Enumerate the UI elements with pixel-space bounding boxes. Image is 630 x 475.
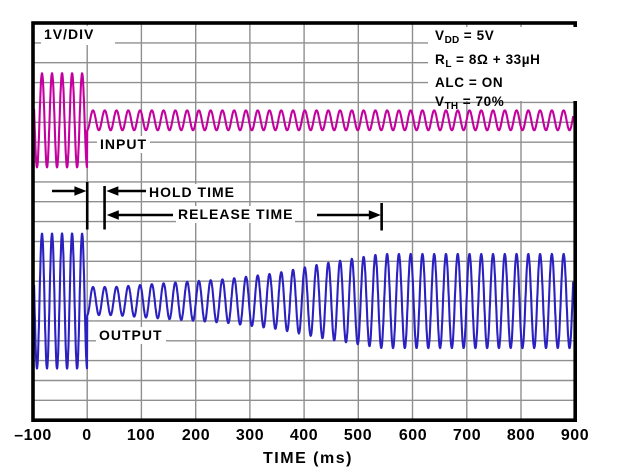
x-tick-label: 200 [181,427,211,444]
release-left-arrowhead [106,210,119,220]
x-tick-label: 300 [235,427,265,444]
input-waveform [33,72,575,169]
x-tick-label: –100 [14,427,52,444]
release-right-arrowhead [368,210,381,220]
output-waveform [33,232,575,370]
x-tick-label: 900 [560,427,590,444]
hold-right-arrowhead [106,186,119,196]
condition-line: ALC = ON [435,75,504,90]
condition-line: VDD = 5V [435,28,495,46]
x-tick-label: 0 [82,427,92,444]
hold-time-label: HOLD TIME [147,184,237,201]
plot-border [31,21,578,423]
condition-line: RL = 8Ω + 33µH [435,51,541,70]
test-conditions-block: VDD = 5V RL = 8Ω + 33µH ALC = ON VTH = 70% [428,27,577,112]
x-tick-label: 400 [289,427,319,444]
release-time-label: RELEASE TIME [176,206,296,223]
hold-left-arrowhead [74,186,87,196]
x-axis-tick-labels: –100 0 100 200 300 400 500 600 700 800 900 [0,427,630,447]
x-tick-label: 800 [506,427,536,444]
input-trace-label: INPUT [97,136,150,153]
condition-line: VTH = 70% [435,93,505,112]
x-axis-title: TIME (ms) [263,450,353,467]
x-tick-label: 500 [343,427,373,444]
x-tick-label: 600 [398,427,428,444]
x-tick-label: 100 [126,427,156,444]
scale-label: 1V/DIV [41,26,98,43]
x-tick-label: 700 [452,427,482,444]
output-trace-label: OUTPUT [96,327,166,344]
